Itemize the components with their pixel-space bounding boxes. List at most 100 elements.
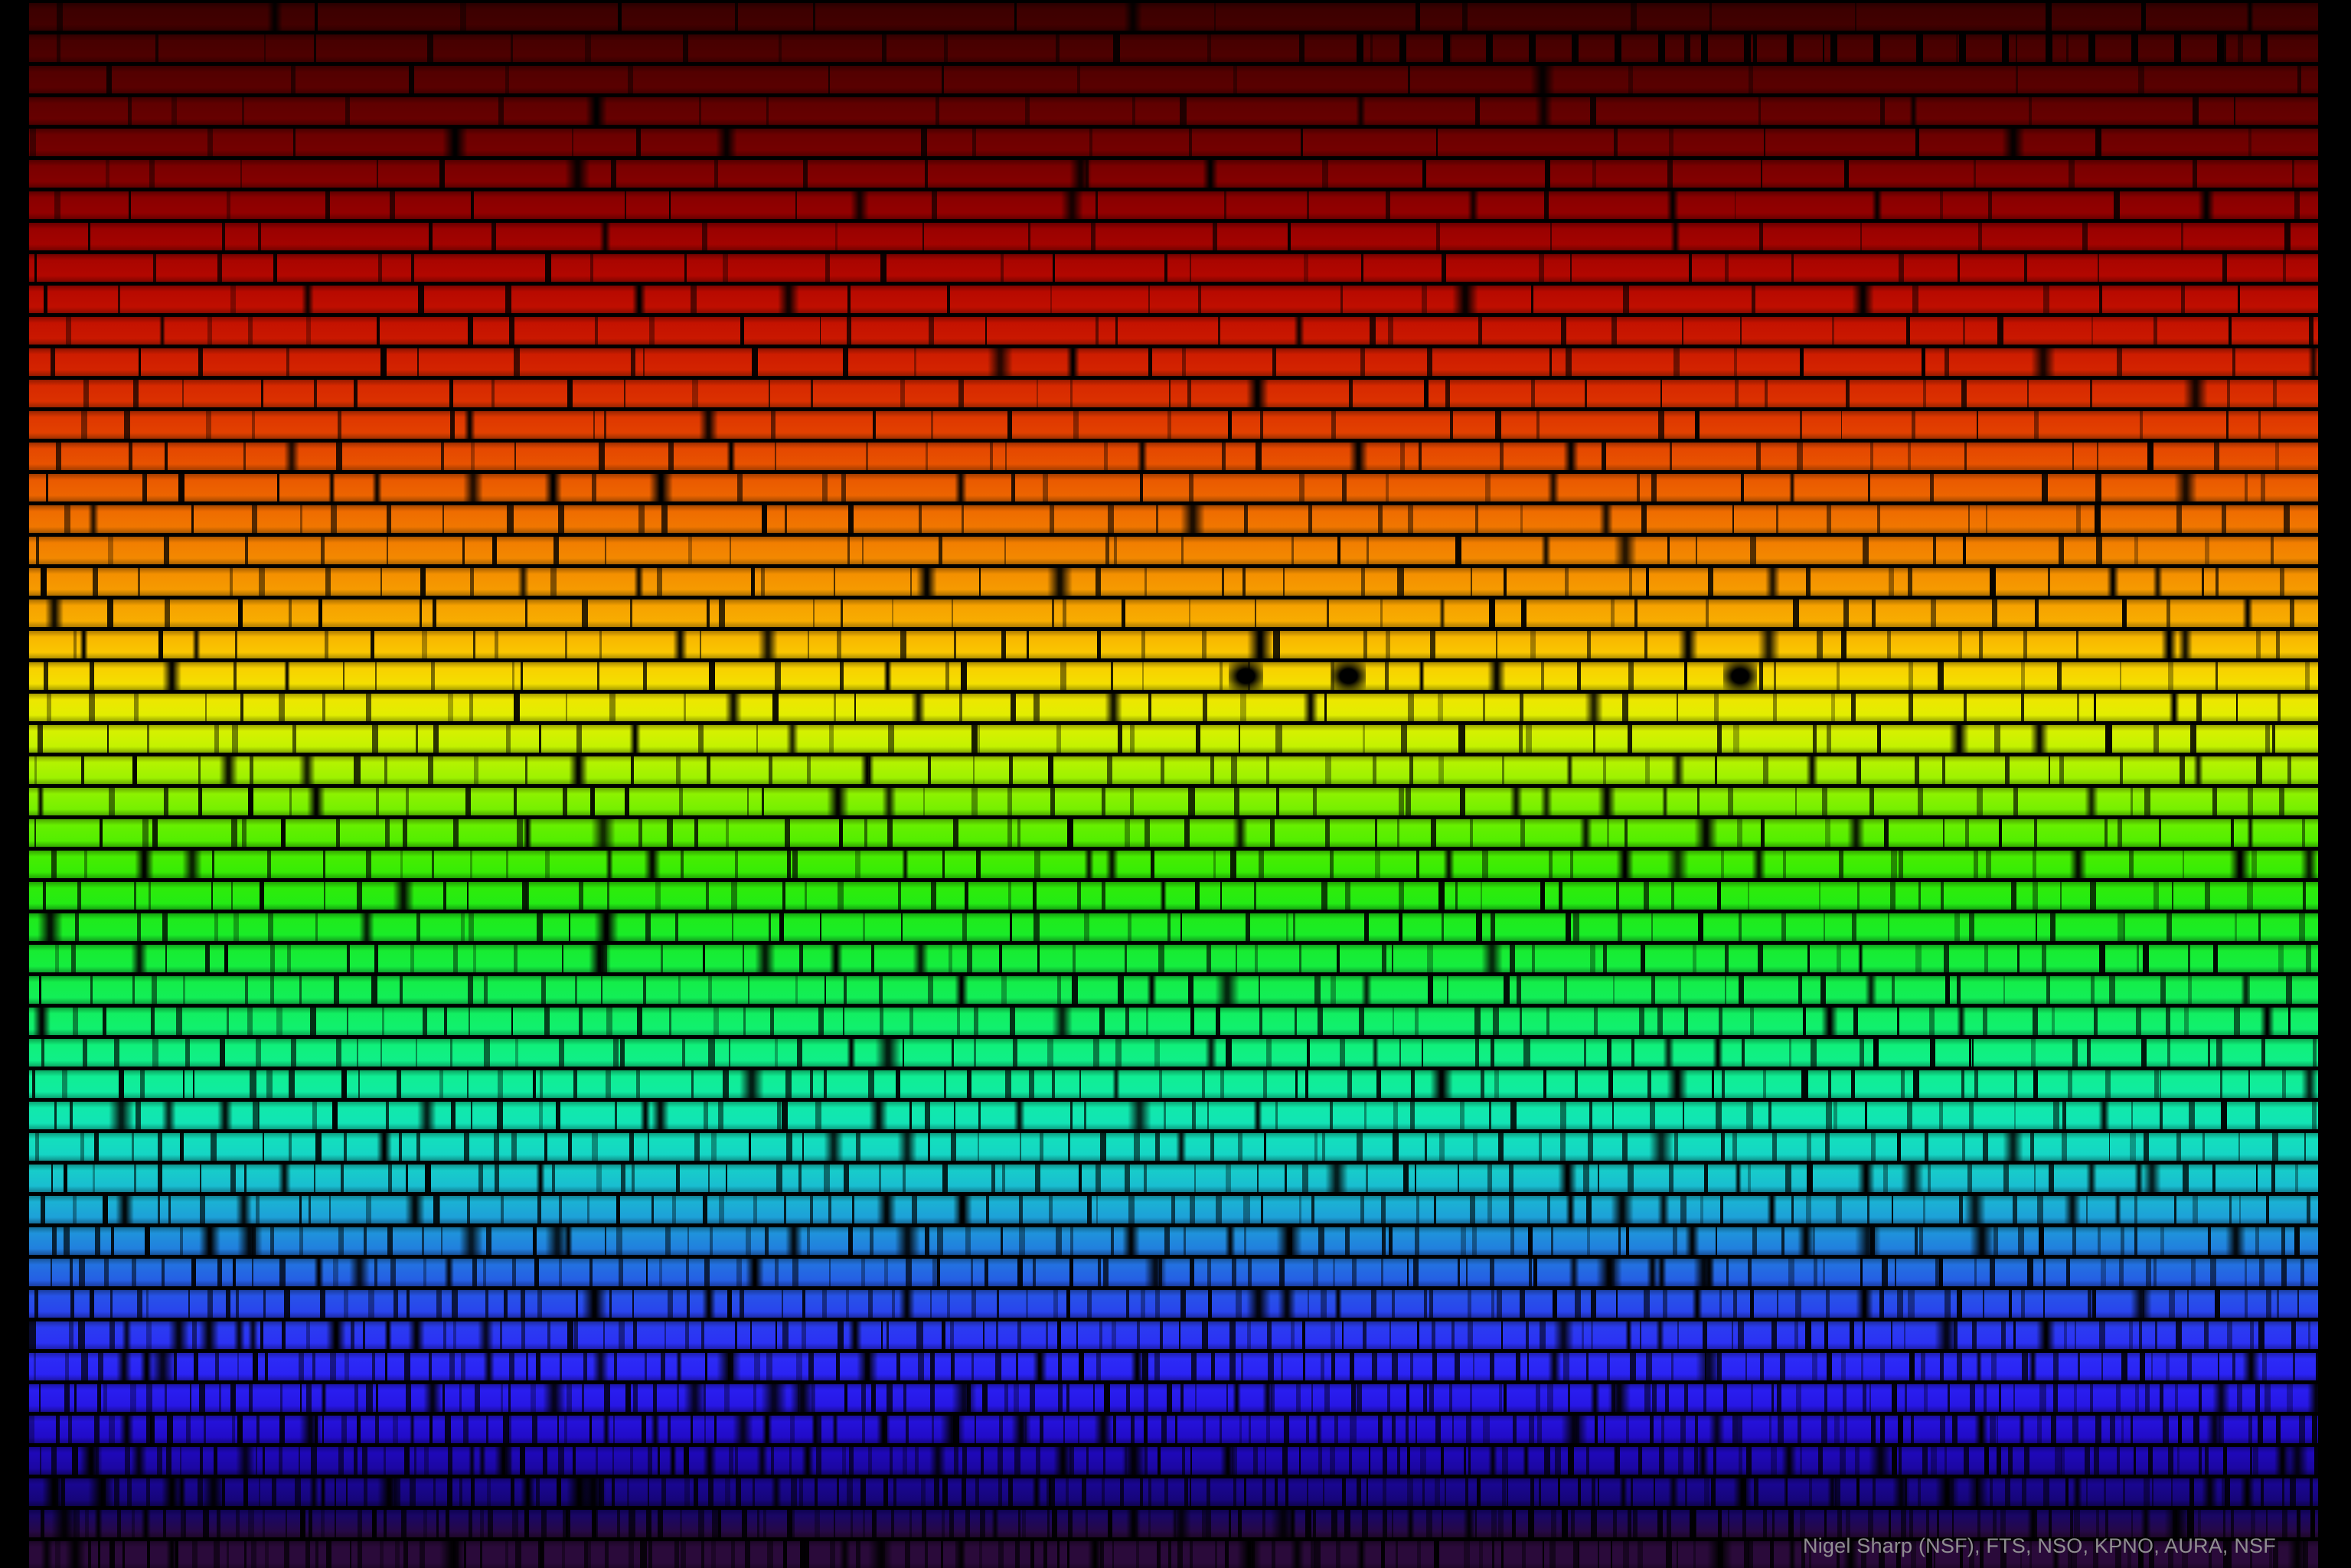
strip-base-color — [29, 1165, 2318, 1192]
strip-base-color — [29, 945, 2318, 972]
strip-edge-shading — [29, 1102, 2318, 1129]
strip-edge-shading — [29, 537, 2318, 564]
spectrum-strip — [29, 317, 2318, 345]
spectrum-strip — [29, 913, 2318, 941]
strip-edge-shading — [29, 191, 2318, 219]
absorption-lines — [29, 97, 2318, 125]
strip-edge-shading — [29, 1165, 2318, 1192]
absorption-lines — [29, 1384, 2318, 1412]
strip-edge-shading — [29, 756, 2318, 784]
spectrum-strip — [29, 286, 2318, 313]
strip-edge-shading — [29, 662, 2318, 690]
strip-edge-shading — [29, 1008, 2318, 1035]
absorption-lines — [29, 129, 2318, 156]
strip-base-color — [29, 34, 2318, 62]
absorption-lines — [29, 160, 2318, 188]
strip-base-color — [29, 505, 2318, 533]
strip-base-color — [29, 317, 2318, 345]
strip-edge-shading — [29, 1039, 2318, 1067]
strip-edge-shading — [29, 976, 2318, 1004]
strip-base-color — [29, 788, 2318, 815]
absorption-lines — [29, 1196, 2318, 1223]
strip-edge-shading — [29, 725, 2318, 753]
strip-edge-shading — [29, 1353, 2318, 1380]
absorption-lines — [29, 254, 2318, 282]
strip-edge-shading — [29, 788, 2318, 815]
strip-edge-shading — [29, 1070, 2318, 1098]
spectrum-strip — [29, 1416, 2318, 1443]
strip-base-color — [29, 725, 2318, 753]
absorption-lines — [29, 851, 2318, 878]
strip-base-color — [29, 1008, 2318, 1035]
strip-edge-shading — [29, 443, 2318, 470]
absorption-lines — [29, 537, 2318, 564]
strip-edge-shading — [29, 1416, 2318, 1443]
strip-edge-shading — [29, 1447, 2318, 1475]
spectrum-strip — [29, 97, 2318, 125]
strip-base-color — [29, 223, 2318, 250]
strip-edge-shading — [29, 129, 2318, 156]
strip-edge-shading — [29, 97, 2318, 125]
spectrum-strip — [29, 1510, 2318, 1537]
strip-base-color — [29, 851, 2318, 878]
absorption-lines — [29, 1259, 2318, 1286]
strip-edge-shading — [29, 254, 2318, 282]
absorption-lines — [29, 945, 2318, 972]
absorption-lines — [29, 913, 2318, 941]
strip-base-color — [29, 474, 2318, 501]
strip-base-color — [29, 913, 2318, 941]
absorption-lines — [29, 3, 2318, 31]
strip-base-color — [29, 380, 2318, 407]
absorption-lines — [29, 1070, 2318, 1098]
spectrum-strip — [29, 34, 2318, 62]
absorption-lines — [29, 286, 2318, 313]
spectrum-strip — [29, 1259, 2318, 1286]
image-credit: Nigel Sharp (NSF), FTS, NSO, KPNO, AURA,… — [1803, 1534, 2276, 1557]
absorption-lines — [29, 380, 2318, 407]
absorption-lines — [29, 1510, 2318, 1537]
absorption-lines — [29, 34, 2318, 62]
absorption-lines — [29, 599, 2318, 627]
strip-edge-shading — [29, 411, 2318, 439]
absorption-lines — [29, 1321, 2318, 1349]
spectrum-strip — [29, 1541, 2318, 1568]
spectrum-strip — [29, 160, 2318, 188]
strip-base-color — [29, 1039, 2318, 1067]
strip-edge-shading — [29, 1133, 2318, 1161]
absorption-lines — [29, 223, 2318, 250]
strip-edge-shading — [29, 1321, 2318, 1349]
spectrum-strip — [29, 474, 2318, 501]
strip-base-color — [29, 97, 2318, 125]
strip-edge-shading — [29, 286, 2318, 313]
strip-base-color — [29, 1070, 2318, 1098]
spectrum-strip — [29, 882, 2318, 910]
absorption-lines — [29, 1102, 2318, 1129]
spectrum-strip — [29, 505, 2318, 533]
strip-edge-shading — [29, 599, 2318, 627]
spectrum-strip — [29, 568, 2318, 596]
strip-edge-shading — [29, 348, 2318, 376]
absorption-lines — [29, 1039, 2318, 1067]
spectrum-strip — [29, 129, 2318, 156]
spectrum-strip — [29, 945, 2318, 972]
spectrum-strip — [29, 1227, 2318, 1255]
strip-edge-shading — [29, 160, 2318, 188]
spectrum-strip — [29, 788, 2318, 815]
absorption-lines — [29, 725, 2318, 753]
strip-base-color — [29, 537, 2318, 564]
strip-base-color — [29, 631, 2318, 658]
spectrum-strip — [29, 1353, 2318, 1380]
strip-edge-shading — [29, 1384, 2318, 1412]
spectrum-strip — [29, 3, 2318, 31]
strip-edge-shading — [29, 317, 2318, 345]
absorption-lines — [29, 1447, 2318, 1475]
spectrum-strip — [29, 694, 2318, 721]
absorption-lines — [29, 348, 2318, 376]
strip-edge-shading — [29, 694, 2318, 721]
strip-edge-shading — [29, 474, 2318, 501]
strip-edge-shading — [29, 851, 2318, 878]
strip-base-color — [29, 348, 2318, 376]
strip-edge-shading — [29, 1196, 2318, 1223]
strip-edge-shading — [29, 1259, 2318, 1286]
